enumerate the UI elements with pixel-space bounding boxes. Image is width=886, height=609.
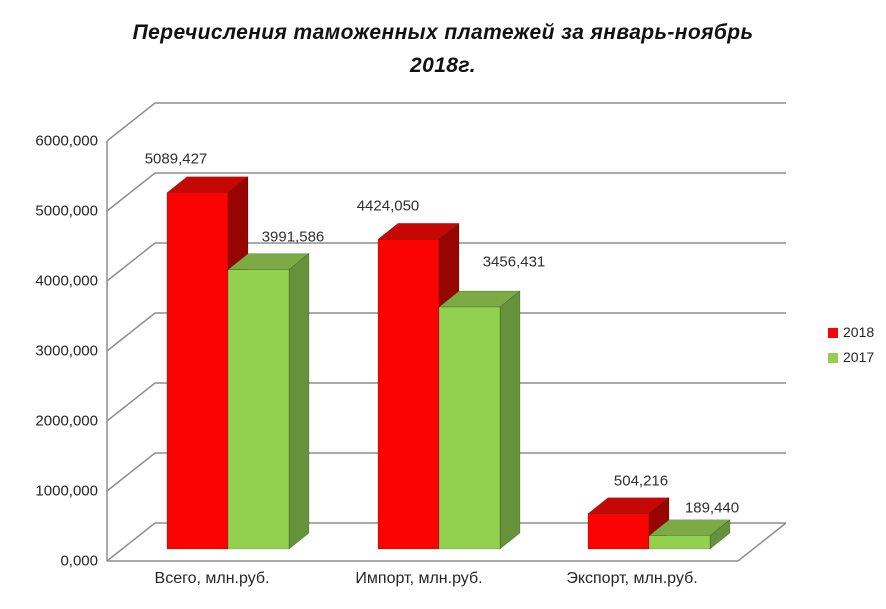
legend-label: 2017 (843, 349, 875, 365)
data-label-2018: 504,216 (613, 472, 669, 490)
chart-title-line1: Перечисления таможенных платежей за янва… (132, 21, 754, 44)
legend-swatch-icon (828, 327, 838, 338)
left-wall-gridline (106, 172, 156, 212)
y-axis-tick-label: 6000,000 (35, 132, 98, 150)
y-axis-tick-label: 2000,000 (35, 412, 98, 430)
bar-2018-2 (587, 513, 650, 550)
left-wall-gridline (106, 382, 156, 422)
bar-side-2017-1 (499, 290, 521, 550)
category-label: Всего, млн.руб. (154, 570, 270, 587)
left-wall-gridline (106, 242, 156, 282)
bar-2017-2 (648, 535, 711, 550)
data-label-2017: 3991,586 (261, 228, 325, 246)
chart-title-line2: 2018г. (410, 54, 476, 77)
data-label-2018: 5089,427 (144, 150, 208, 168)
left-wall-gridline (106, 102, 156, 142)
y-axis-tick-label: 4000,000 (35, 272, 98, 290)
left-wall-gridline (106, 312, 156, 352)
floor-right-edge (737, 522, 787, 562)
y-axis-tick-label: 1000,000 (35, 482, 98, 500)
data-label-2017: 3456,431 (482, 253, 546, 271)
category-label: Импорт, млн.руб. (355, 570, 483, 587)
y-axis-tick-label: 3000,000 (35, 342, 98, 360)
left-wall-gridline (106, 522, 156, 562)
bar-2017-0 (227, 269, 290, 550)
category-label: Экспорт, млн.руб. (566, 570, 698, 587)
legend-label: 2018 (843, 324, 875, 340)
chart-title: Перечисления таможенных платежей за янва… (0, 16, 886, 82)
y-axis-tick-label: 5000,000 (35, 202, 98, 220)
data-label-2017: 189,440 (684, 499, 740, 517)
legend-item: 2017 (828, 349, 875, 365)
bar-2017-1 (438, 306, 501, 550)
left-wall-gridline (106, 452, 156, 492)
legend-swatch-icon (828, 352, 838, 363)
data-label-2018: 4424,050 (356, 197, 420, 215)
legend-item: 2018 (828, 324, 875, 340)
bar-side-2017-0 (288, 252, 310, 550)
bar-2018-1 (377, 239, 440, 550)
bar-2018-0 (166, 192, 229, 550)
y-axis-tick-label: 0,000 (60, 552, 98, 570)
